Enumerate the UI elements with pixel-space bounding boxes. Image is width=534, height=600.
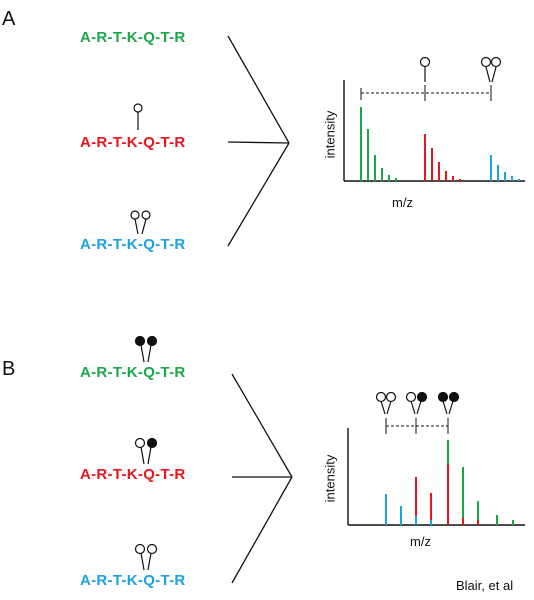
panel-label-b: B xyxy=(2,358,16,380)
panel-label-a: A xyxy=(2,8,16,30)
peak-cluster-b-red xyxy=(415,464,479,525)
double-filled-lollipop-icon xyxy=(134,335,158,363)
connector-lines-a xyxy=(227,35,290,247)
peptide-a-unmodified: A-R-T-K-Q-T-R xyxy=(80,29,186,46)
peak-cluster-b-blue xyxy=(385,494,432,525)
double-open-lollipop-icon xyxy=(134,543,158,571)
peptide-a-mono-labeled: A-R-T-K-Q-T-R xyxy=(80,134,186,151)
double-open-lollipop-icon xyxy=(375,391,397,415)
mixed-lollipop-icon xyxy=(405,391,428,415)
double-open-lollipop-icon xyxy=(480,56,502,83)
peptide-b-di-light: A-R-T-K-Q-T-R xyxy=(80,572,186,589)
spectrum-b-xlabel: m/z xyxy=(410,534,431,549)
double-open-lollipop-icon xyxy=(130,210,151,235)
peptide-a-di-labeled: A-R-T-K-Q-T-R xyxy=(80,236,186,253)
mixed-lollipop-icon xyxy=(134,437,158,465)
open-lollipop-icon xyxy=(133,103,143,130)
mass-shift-bracket-a xyxy=(360,85,492,101)
credit-text: Blair, et al xyxy=(456,578,514,593)
spectrum-b-axes xyxy=(347,428,525,526)
double-filled-lollipop-icon xyxy=(437,391,460,415)
peak-cluster-a-green xyxy=(360,107,397,181)
mass-shift-bracket-b xyxy=(385,418,449,434)
peak-cluster-b-green xyxy=(447,440,514,525)
peak-cluster-a-red xyxy=(424,134,461,181)
spectrum-a-xlabel: m/z xyxy=(392,195,413,210)
open-lollipop-icon xyxy=(419,56,431,82)
connector-lines-b xyxy=(231,373,293,584)
peak-cluster-a-blue xyxy=(490,155,520,181)
peptide-b-di-heavy: A-R-T-K-Q-T-R xyxy=(80,364,186,381)
peptide-b-mixed: A-R-T-K-Q-T-R xyxy=(80,466,186,483)
